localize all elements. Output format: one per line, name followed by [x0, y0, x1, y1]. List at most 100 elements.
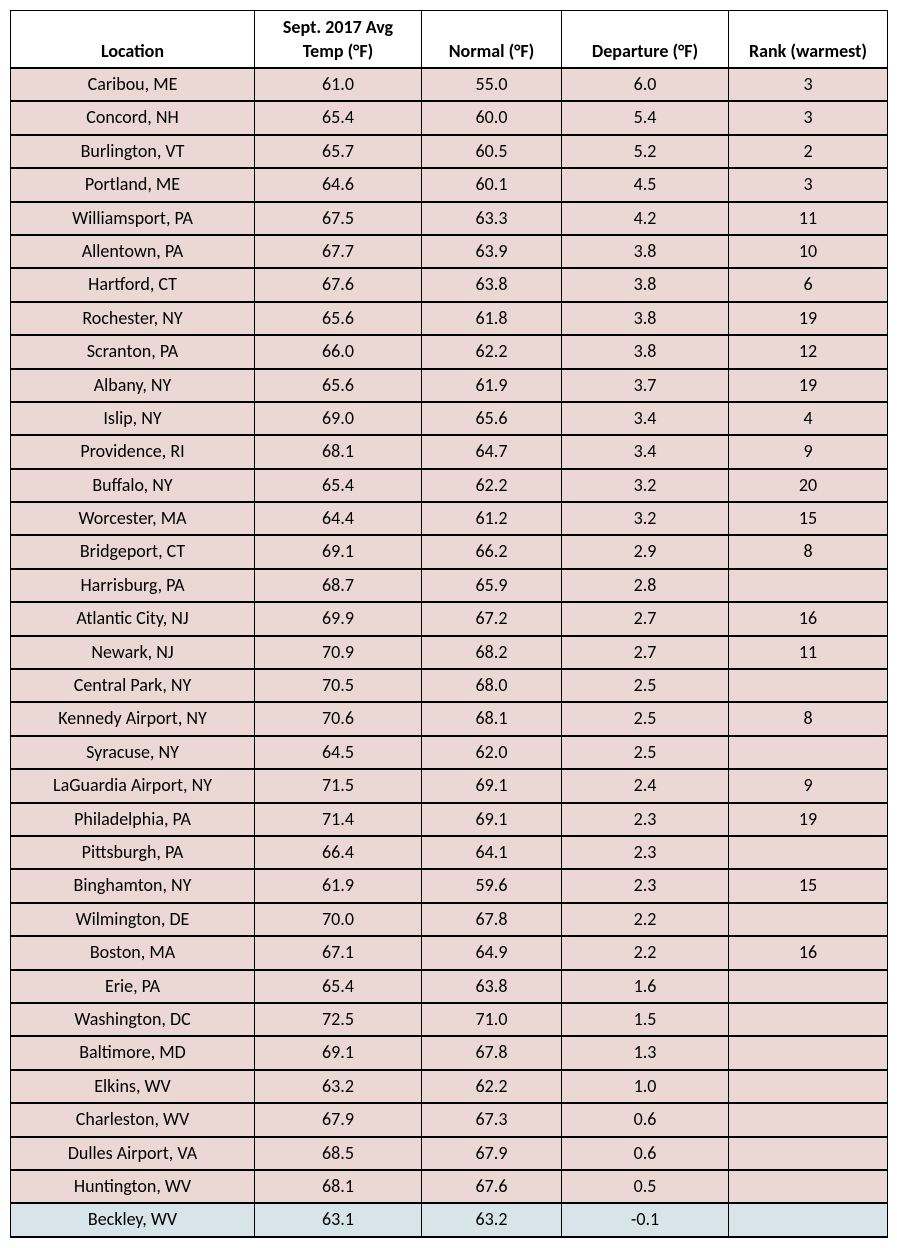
cell-departure: 2.5	[562, 702, 729, 735]
cell-departure: 1.6	[562, 970, 729, 1003]
cell-avg: 69.1	[255, 535, 422, 568]
cell-departure: 2.8	[562, 569, 729, 602]
cell-normal: 68.1	[422, 702, 562, 735]
cell-departure: 1.5	[562, 1003, 729, 1036]
cell-departure: 2.3	[562, 869, 729, 902]
table-row: Rochester, NY65.661.83.819	[11, 302, 888, 335]
cell-normal: 66.2	[422, 535, 562, 568]
cell-rank	[729, 903, 888, 936]
cell-normal: 62.2	[422, 469, 562, 502]
table-row: Erie, PA65.463.81.6	[11, 970, 888, 1003]
cell-avg: 69.1	[255, 1036, 422, 1069]
table-body: Caribou, ME61.055.06.03Concord, NH65.460…	[11, 68, 888, 1237]
cell-departure: 0.6	[562, 1103, 729, 1136]
cell-normal: 71.0	[422, 1003, 562, 1036]
cell-normal: 62.2	[422, 335, 562, 368]
cell-departure: 3.2	[562, 469, 729, 502]
cell-normal: 64.9	[422, 936, 562, 969]
cell-rank: 15	[729, 502, 888, 535]
cell-avg: 70.0	[255, 903, 422, 936]
cell-location: Baltimore, MD	[11, 1036, 255, 1069]
table-row: Wilmington, DE70.067.82.2	[11, 903, 888, 936]
cell-location: Williamsport, PA	[11, 202, 255, 235]
cell-location: Hartford, CT	[11, 268, 255, 301]
cell-avg: 71.5	[255, 769, 422, 802]
cell-normal: 64.7	[422, 435, 562, 468]
cell-normal: 61.9	[422, 369, 562, 402]
table-row: Kennedy Airport, NY70.668.12.58	[11, 702, 888, 735]
cell-rank	[729, 1137, 888, 1170]
cell-rank: 2	[729, 135, 888, 168]
cell-rank	[729, 1103, 888, 1136]
cell-location: Central Park, NY	[11, 669, 255, 702]
cell-normal: 60.0	[422, 101, 562, 134]
cell-rank: 8	[729, 535, 888, 568]
cell-departure: 4.5	[562, 168, 729, 201]
cell-rank	[729, 836, 888, 869]
cell-departure: 3.4	[562, 435, 729, 468]
table-row: Dulles Airport, VA68.567.90.6	[11, 1137, 888, 1170]
cell-rank: 4	[729, 402, 888, 435]
table-row: Concord, NH65.460.05.43	[11, 101, 888, 134]
cell-departure: 2.2	[562, 903, 729, 936]
cell-departure: 1.3	[562, 1036, 729, 1069]
table-row: Newark, NJ70.968.22.711	[11, 636, 888, 669]
cell-location: Wilmington, DE	[11, 903, 255, 936]
cell-avg: 68.1	[255, 1170, 422, 1203]
cell-location: Binghamton, NY	[11, 869, 255, 902]
table-row: Binghamton, NY61.959.62.315	[11, 869, 888, 902]
cell-avg: 66.0	[255, 335, 422, 368]
cell-location: Dulles Airport, VA	[11, 1137, 255, 1170]
cell-normal: 63.8	[422, 970, 562, 1003]
cell-normal: 67.2	[422, 602, 562, 635]
cell-avg: 70.6	[255, 702, 422, 735]
table-row: Providence, RI68.164.73.49	[11, 435, 888, 468]
cell-avg: 69.0	[255, 402, 422, 435]
table-row: Beckley, WV63.163.2-0.1	[11, 1203, 888, 1236]
cell-location: Harrisburg, PA	[11, 569, 255, 602]
cell-location: Newark, NJ	[11, 636, 255, 669]
cell-departure: 2.3	[562, 803, 729, 836]
table-row: Syracuse, NY64.562.02.5	[11, 736, 888, 769]
cell-avg: 67.6	[255, 268, 422, 301]
cell-departure: 2.4	[562, 769, 729, 802]
cell-location: Kennedy Airport, NY	[11, 702, 255, 735]
cell-departure: -0.1	[562, 1203, 729, 1236]
cell-rank: 16	[729, 602, 888, 635]
cell-departure: 0.5	[562, 1170, 729, 1203]
table-row: Harrisburg, PA68.765.92.8	[11, 569, 888, 602]
cell-location: Portland, ME	[11, 168, 255, 201]
cell-avg: 65.7	[255, 135, 422, 168]
cell-rank: 15	[729, 869, 888, 902]
cell-avg: 64.5	[255, 736, 422, 769]
cell-departure: 0.6	[562, 1137, 729, 1170]
cell-location: Erie, PA	[11, 970, 255, 1003]
cell-location: Pittsburgh, PA	[11, 836, 255, 869]
cell-normal: 63.9	[422, 235, 562, 268]
cell-location: Huntington, WV	[11, 1170, 255, 1203]
table-row: Bridgeport, CT69.166.22.98	[11, 535, 888, 568]
cell-rank: 19	[729, 302, 888, 335]
col-header-normal: Normal (°F)	[422, 11, 562, 69]
cell-avg: 68.7	[255, 569, 422, 602]
cell-departure: 2.3	[562, 836, 729, 869]
cell-location: Buffalo, NY	[11, 469, 255, 502]
cell-normal: 62.0	[422, 736, 562, 769]
cell-departure: 5.2	[562, 135, 729, 168]
col-header-avg: Sept. 2017 Avg Temp (°F)	[255, 11, 422, 69]
table-row: Boston, MA67.164.92.216	[11, 936, 888, 969]
cell-departure: 3.8	[562, 335, 729, 368]
cell-location: Bridgeport, CT	[11, 535, 255, 568]
cell-avg: 67.1	[255, 936, 422, 969]
temperature-table: Location Sept. 2017 Avg Temp (°F) Normal…	[10, 10, 888, 1238]
cell-avg: 65.4	[255, 469, 422, 502]
cell-normal: 60.5	[422, 135, 562, 168]
table-row: Scranton, PA66.062.23.812	[11, 335, 888, 368]
cell-avg: 65.4	[255, 970, 422, 1003]
cell-normal: 69.1	[422, 769, 562, 802]
cell-rank	[729, 669, 888, 702]
cell-location: Washington, DC	[11, 1003, 255, 1036]
cell-rank	[729, 569, 888, 602]
cell-normal: 64.1	[422, 836, 562, 869]
cell-rank	[729, 1070, 888, 1103]
